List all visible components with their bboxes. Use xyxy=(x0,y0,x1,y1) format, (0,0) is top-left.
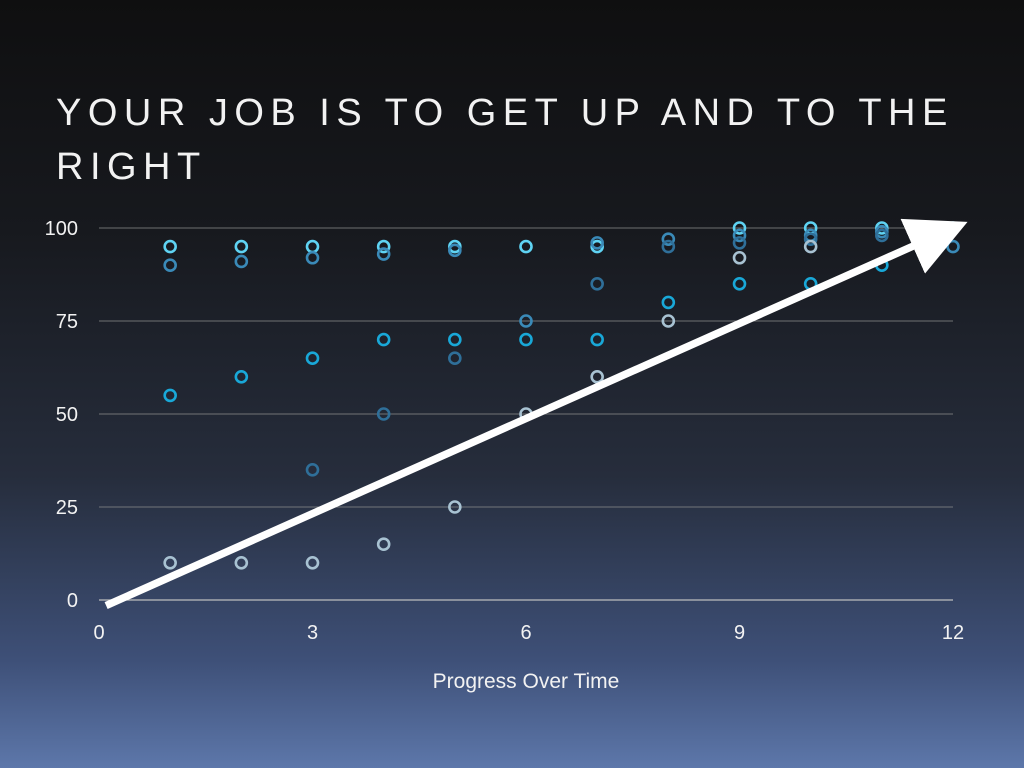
slide-title: Your job is to get up and to the right xyxy=(56,92,954,188)
trend-arrow xyxy=(104,218,968,610)
data-point xyxy=(590,369,604,384)
data-point xyxy=(376,407,391,421)
data-point xyxy=(519,332,533,347)
data-point xyxy=(305,239,320,254)
data-point xyxy=(732,236,747,250)
data-point xyxy=(732,250,747,265)
gridlines xyxy=(99,227,953,601)
data-point xyxy=(519,314,533,328)
x-tick-label: 3 xyxy=(307,622,318,644)
data-point xyxy=(448,243,462,258)
data-point xyxy=(661,314,676,328)
y-tick-label: 25 xyxy=(56,497,78,519)
data-point xyxy=(163,388,177,403)
data-point xyxy=(305,250,320,265)
data-point xyxy=(234,239,249,254)
data-point xyxy=(376,239,391,254)
data-point xyxy=(305,351,320,366)
data-point xyxy=(875,228,889,243)
data-point xyxy=(163,258,177,273)
data-points xyxy=(163,221,960,570)
trend-arrow-group xyxy=(104,218,968,610)
data-point xyxy=(163,239,177,254)
data-point xyxy=(448,351,462,366)
data-point xyxy=(234,369,249,384)
data-point xyxy=(519,239,533,254)
y-tick-label: 75 xyxy=(56,311,78,333)
data-point xyxy=(448,500,462,514)
data-point xyxy=(803,239,818,254)
data-point xyxy=(946,239,960,254)
x-tick-label: 12 xyxy=(942,622,964,644)
data-point xyxy=(732,228,747,243)
data-point xyxy=(590,332,604,347)
data-point xyxy=(376,537,391,552)
data-point xyxy=(661,232,676,246)
data-point xyxy=(305,555,320,570)
data-point xyxy=(732,276,747,291)
x-tick-label: 9 xyxy=(734,622,745,644)
data-point xyxy=(590,236,604,250)
data-point xyxy=(590,276,604,291)
data-point xyxy=(376,332,391,347)
y-tick-label: 50 xyxy=(56,404,78,426)
data-point xyxy=(661,295,676,310)
data-point xyxy=(305,462,320,477)
x-tick-label: 0 xyxy=(93,622,104,644)
data-point xyxy=(376,247,391,261)
data-point xyxy=(234,254,249,269)
data-point xyxy=(803,232,818,246)
x-axis-label: Progress Over Time xyxy=(433,670,620,693)
data-point xyxy=(732,221,747,235)
y-tick-label: 0 xyxy=(67,590,78,612)
axis-ticks: 0 25 50 75 100 0 3 6 9 12 xyxy=(45,218,965,644)
y-tick-label: 100 xyxy=(45,218,78,240)
data-point xyxy=(661,239,676,254)
data-point xyxy=(234,555,249,570)
data-point xyxy=(163,555,177,570)
x-tick-label: 6 xyxy=(520,622,531,644)
data-point xyxy=(448,332,462,347)
